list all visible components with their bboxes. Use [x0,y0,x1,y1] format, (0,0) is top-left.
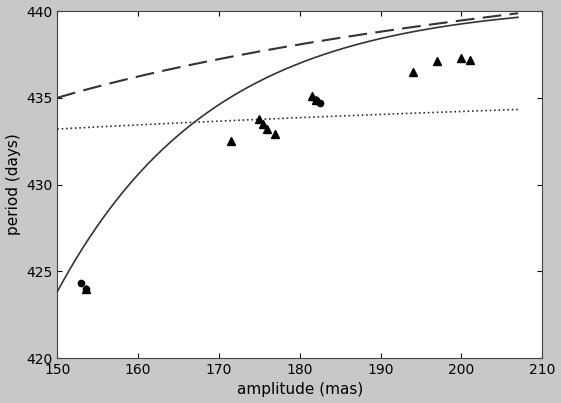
Y-axis label: period (days): period (days) [6,134,21,235]
X-axis label: amplitude (mas): amplitude (mas) [237,382,363,397]
